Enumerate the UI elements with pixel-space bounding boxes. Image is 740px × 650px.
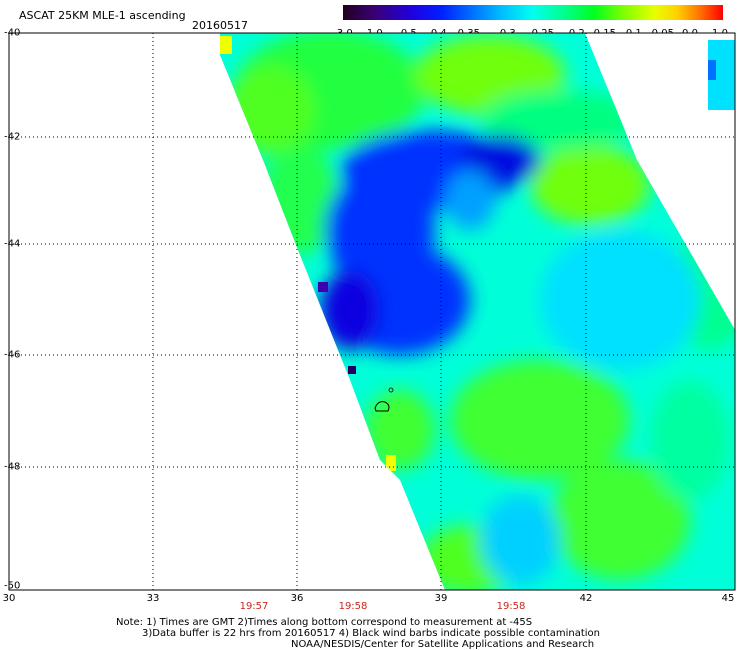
colorbar: [343, 5, 723, 20]
x-tick-label: 30: [2, 593, 16, 604]
map-date: 20160517: [192, 19, 248, 32]
time-label: 19:57: [239, 601, 269, 612]
x-tick-label: 36: [290, 593, 304, 604]
y-tick-label: -50: [4, 580, 21, 592]
y-tick-label: -44: [4, 238, 21, 250]
map-title: ASCAT 25KM MLE-1 ascending: [19, 9, 186, 22]
gridlines: [9, 33, 735, 590]
x-tick-label: 45: [721, 593, 735, 604]
x-tick-label: 39: [434, 593, 448, 604]
y-tick-label: -48: [4, 461, 21, 473]
note-line-3: NOAA/NESDIS/Center for Satellite Applica…: [291, 639, 595, 650]
note-line-2: 3)Data buffer is 22 hrs from 20160517 4)…: [142, 628, 600, 639]
swath: [220, 33, 735, 590]
y-tick-label: -42: [4, 131, 21, 143]
y-tick-label: -40: [4, 27, 21, 39]
x-tick-label: 42: [579, 593, 593, 604]
x-tick-label: 33: [146, 593, 160, 604]
contamination-contour: [374, 401, 390, 412]
time-label: 19:58: [496, 601, 526, 612]
time-label: 19:58: [338, 601, 368, 612]
note-line-1: Note: 1) Times are GMT 2)Times along bot…: [116, 617, 533, 628]
y-tick-label: -46: [4, 349, 21, 361]
